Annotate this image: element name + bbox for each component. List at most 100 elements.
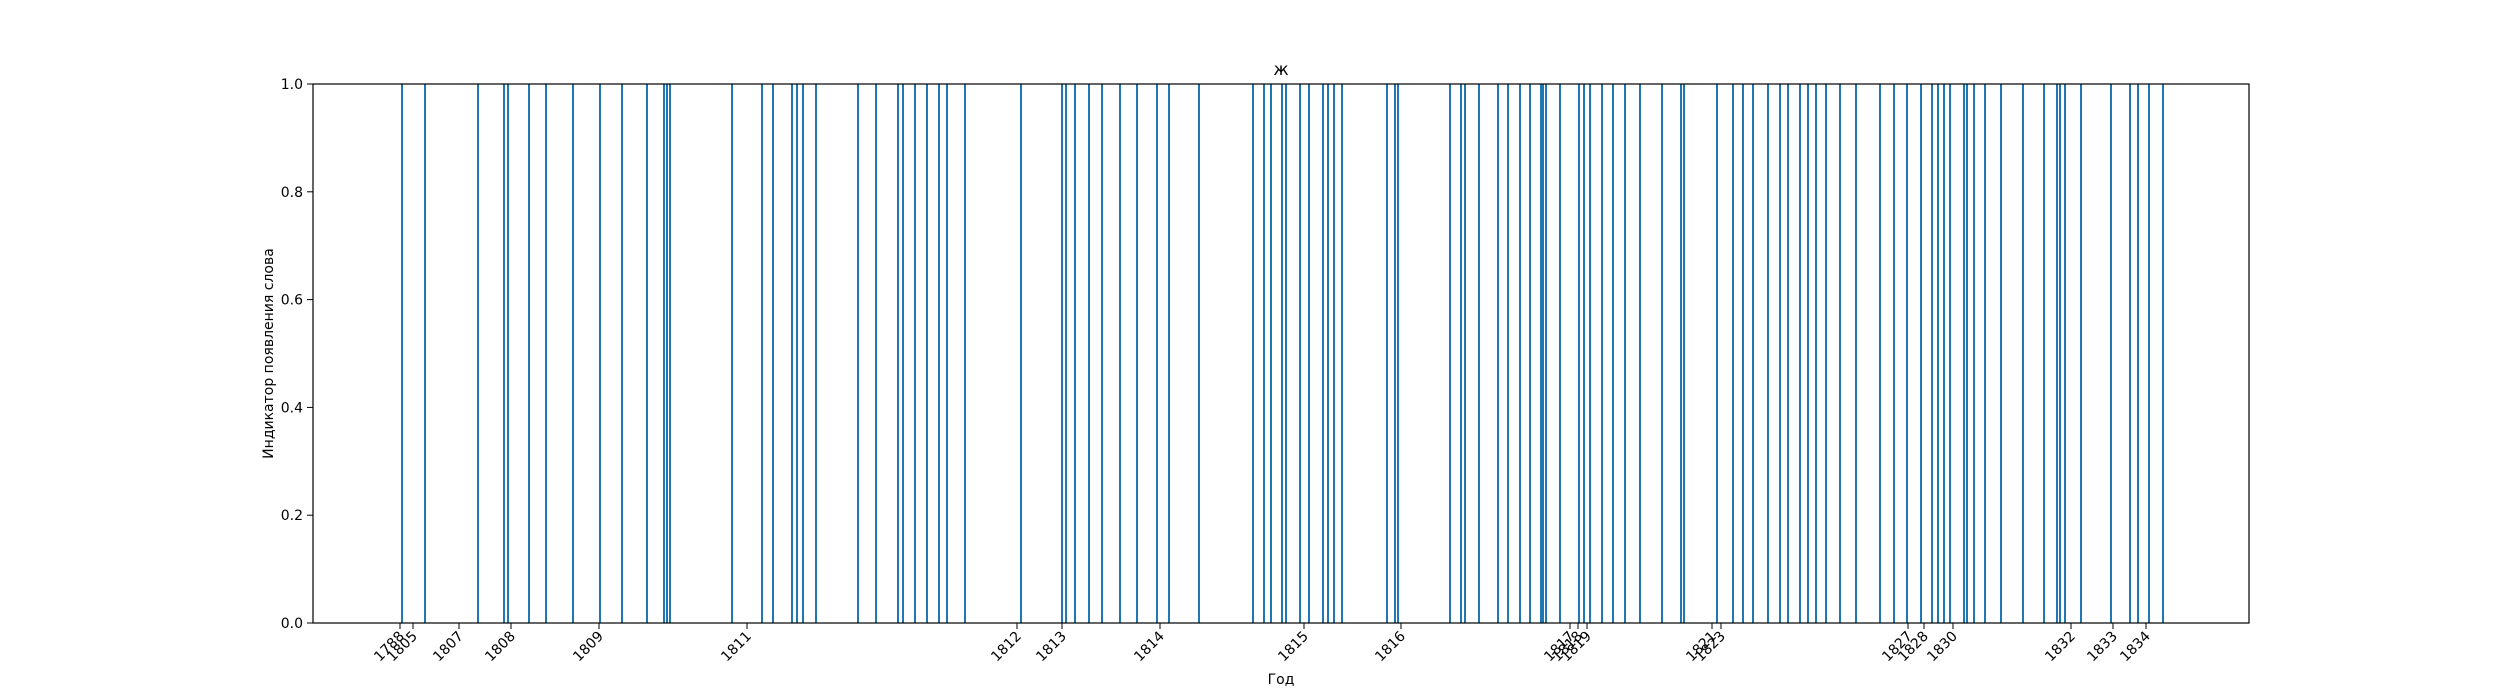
bar — [1285, 84, 1287, 623]
bars-group — [401, 84, 2164, 623]
y-tick-label: 0.2 — [281, 508, 303, 524]
bar — [528, 84, 530, 623]
bar — [1020, 84, 1022, 623]
plot-frame — [312, 83, 2250, 624]
bar — [424, 84, 426, 623]
bar — [1559, 84, 1561, 623]
bar — [2043, 84, 2045, 623]
bar — [731, 84, 733, 623]
bar — [1497, 84, 1499, 623]
bar — [1397, 84, 1399, 623]
bar — [964, 84, 966, 623]
bar — [1601, 84, 1603, 623]
bar — [1308, 84, 1310, 623]
x-tick-label: 1808 — [482, 629, 519, 666]
bar — [1281, 84, 1283, 623]
bar — [1931, 84, 1933, 623]
bar — [1963, 84, 1965, 623]
bar — [2000, 84, 2002, 623]
bar — [1612, 84, 1614, 623]
bar — [545, 84, 547, 623]
x-tick-label: 1812 — [988, 629, 1025, 666]
y-tick-label: 0.8 — [281, 185, 303, 201]
bar — [1065, 84, 1067, 623]
bar — [1464, 84, 1466, 623]
bar — [802, 84, 804, 623]
bar — [669, 84, 671, 623]
y-tick-label: 0.6 — [281, 293, 303, 309]
x-axis-label: Год — [1268, 672, 1295, 688]
bar — [1578, 84, 1580, 623]
bar — [1074, 84, 1076, 623]
bar — [791, 84, 793, 623]
bar — [1966, 84, 1968, 623]
bar — [1661, 84, 1663, 623]
bar — [1839, 84, 1841, 623]
bar — [401, 84, 403, 623]
bar — [1583, 84, 1585, 623]
bar — [2148, 84, 2150, 623]
bar — [1807, 84, 1809, 623]
bar — [946, 84, 948, 623]
bar — [1529, 84, 1531, 623]
bar — [1198, 84, 1200, 623]
bar — [1540, 84, 1542, 623]
bar — [1855, 84, 1857, 623]
bar — [938, 84, 940, 623]
bar — [1327, 84, 1329, 623]
bar — [1460, 84, 1462, 623]
bar — [1394, 84, 1396, 623]
x-tick-label: 1815 — [1275, 629, 1312, 666]
bar — [1507, 84, 1509, 623]
bar — [646, 84, 648, 623]
bar — [1973, 84, 1975, 623]
bar — [507, 84, 509, 623]
y-axis-label: Индикатор появления слова — [261, 248, 277, 459]
x-tick-label: 1811 — [718, 629, 755, 666]
bar — [1589, 84, 1591, 623]
bar — [1716, 84, 1718, 623]
bar — [599, 84, 601, 623]
bar — [572, 84, 574, 623]
bar — [2137, 84, 2139, 623]
bar — [1136, 84, 1138, 623]
bar — [1799, 84, 1801, 623]
bar — [1168, 84, 1170, 623]
bar — [1299, 84, 1301, 623]
chart-title: ж — [1273, 60, 1288, 80]
x-tick-label: 1814 — [1131, 628, 1168, 665]
bar — [1519, 84, 1521, 623]
bar — [1322, 84, 1324, 623]
bar — [2080, 84, 2082, 623]
bar — [2056, 84, 2058, 623]
x-tick-label: 1816 — [1372, 628, 1409, 665]
bar — [1779, 84, 1781, 623]
bar — [1949, 84, 1951, 623]
bar — [761, 84, 763, 623]
bar — [1943, 84, 1945, 623]
bar — [875, 84, 877, 623]
x-tick-label: 1833 — [2084, 629, 2121, 666]
bar — [1732, 84, 1734, 623]
bar — [2059, 84, 2061, 623]
bar — [1449, 84, 1451, 623]
bar — [1683, 84, 1685, 623]
x-tick-label: 1834 — [2117, 628, 2154, 665]
x-tick-label: 1832 — [2042, 629, 2079, 666]
bar — [1825, 84, 1827, 623]
bar — [1984, 84, 1986, 623]
bar — [1545, 84, 1547, 623]
bar — [902, 84, 904, 623]
bar — [1061, 84, 1063, 623]
bar — [1088, 84, 1090, 623]
bar — [897, 84, 899, 623]
bar — [2162, 84, 2164, 623]
bar — [2129, 84, 2131, 623]
bar — [1787, 84, 1789, 623]
bar — [1386, 84, 1388, 623]
bar — [815, 84, 817, 623]
bar — [663, 84, 665, 623]
bar — [1937, 84, 1939, 623]
bar — [857, 84, 859, 623]
